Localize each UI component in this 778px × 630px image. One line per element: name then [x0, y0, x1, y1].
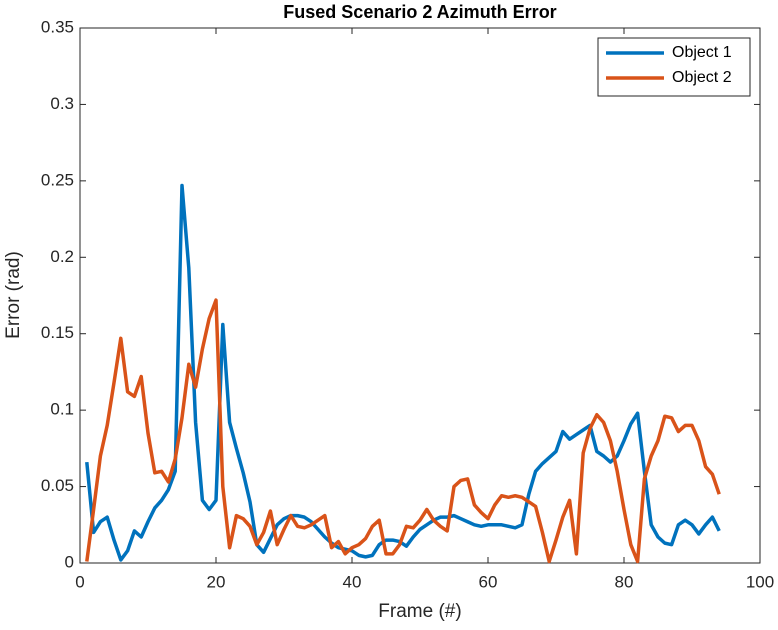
y-tick-label: 0.2 [50, 247, 74, 266]
x-tick-label: 100 [746, 572, 774, 591]
y-tick-label: 0.3 [50, 94, 74, 113]
x-tick-label: 20 [207, 572, 226, 591]
y-tick-label: 0.35 [41, 17, 74, 36]
y-axis-label: Error (rad) [3, 251, 24, 339]
x-tick-label: 60 [479, 572, 498, 591]
y-tick-label: 0.05 [41, 476, 74, 495]
y-tick-label: 0.15 [41, 323, 74, 342]
y-tick-label: 0 [65, 552, 74, 571]
legend-label: Object 2 [672, 69, 732, 86]
series-line [85, 298, 721, 564]
legend-label: Object 1 [672, 44, 732, 61]
y-tick-label: 0.25 [41, 170, 74, 189]
chart-title: Fused Scenario 2 Azimuth Error [283, 2, 556, 22]
plot-area [79, 27, 761, 564]
legend-box [597, 37, 751, 97]
y-tick-label: 0.1 [50, 400, 74, 419]
x-tick-label: 80 [615, 572, 634, 591]
x-axis-label: Frame (#) [378, 601, 461, 622]
x-tick-label: 0 [75, 572, 84, 591]
x-tick-label: 40 [343, 572, 362, 591]
